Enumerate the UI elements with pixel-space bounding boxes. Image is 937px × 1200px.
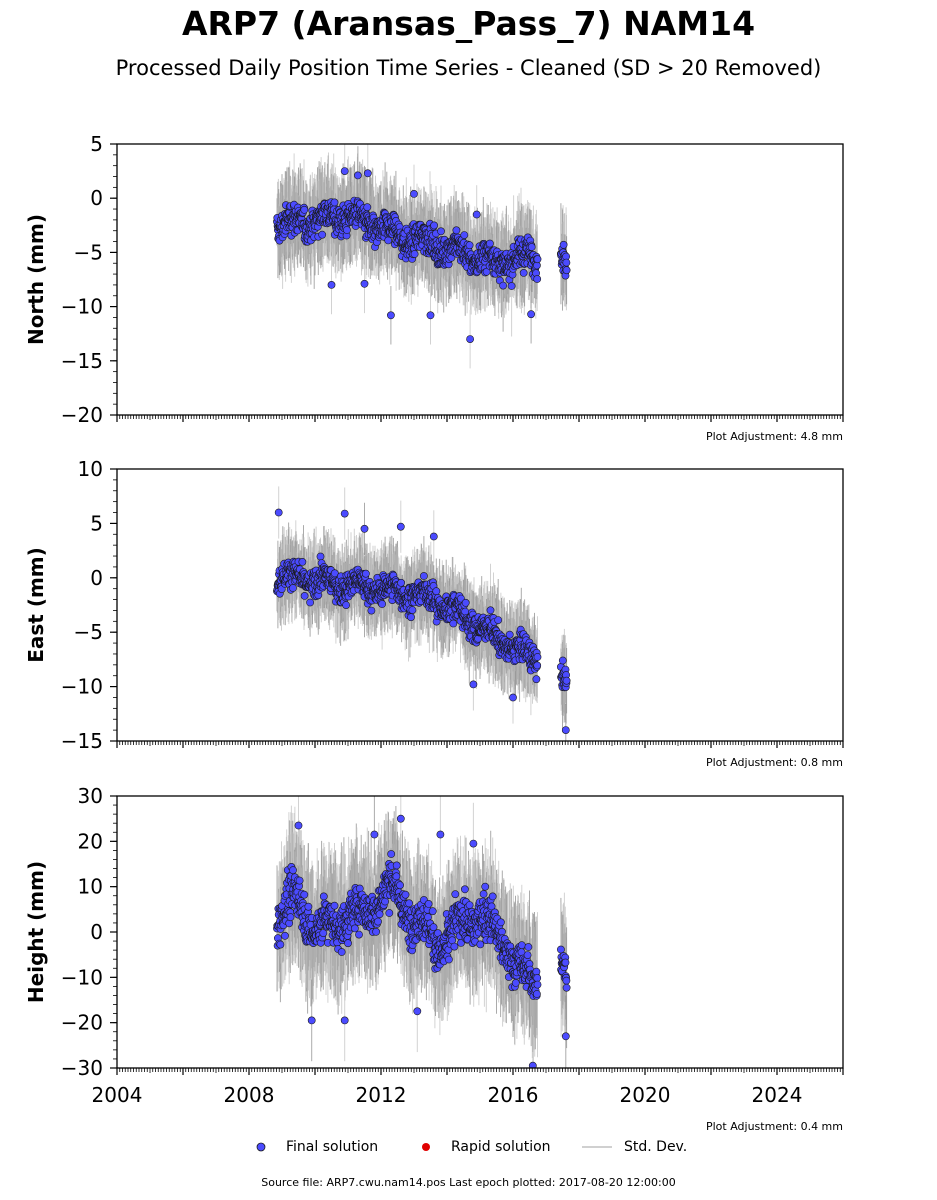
data-point (363, 203, 372, 212)
data-point (318, 230, 327, 239)
y-tick-label: 5 (90, 511, 103, 535)
data-point (378, 600, 386, 608)
data-point (559, 240, 568, 249)
y-tick-label: 10 (78, 457, 103, 481)
data-point (509, 693, 517, 702)
data-point (407, 613, 415, 622)
plot-area-height (273, 796, 571, 1068)
y-tick-label: 5 (90, 132, 103, 156)
y-tick-label: 0 (90, 566, 103, 590)
data-point (384, 236, 393, 245)
data-point (429, 532, 438, 541)
final-solution-points-east (273, 508, 571, 734)
plot-area-north (273, 144, 571, 369)
data-point (300, 205, 309, 214)
data-point (486, 606, 495, 615)
data-point (353, 171, 362, 180)
data-point (360, 279, 369, 288)
plot-adjustment-label: Plot Adjustment: 4.8 mm (706, 430, 843, 443)
panel-north: −20 −15 −10 −5 0 5 North (mm) Plot Adjustment: … (24, 132, 844, 443)
data-point (519, 268, 528, 277)
data-point (527, 243, 536, 251)
data-point (461, 598, 470, 607)
data-point (330, 198, 339, 207)
data-point (410, 250, 419, 258)
data-point (562, 266, 571, 275)
data-point (289, 584, 297, 592)
y-tick-label: −10 (61, 295, 103, 319)
data-point (361, 569, 370, 578)
data-point (430, 221, 438, 230)
data-point (466, 335, 474, 343)
data-point (527, 310, 535, 319)
data-point (298, 558, 307, 566)
data-point (363, 169, 372, 178)
data-point (367, 606, 376, 615)
data-point (340, 509, 349, 518)
data-point (360, 524, 369, 533)
plot-adjustment-label: Plot Adjustment: 0.8 mm (706, 756, 843, 769)
data-point (533, 661, 542, 670)
data-point (316, 552, 325, 561)
y-axis-label: North (mm) (24, 214, 48, 345)
y-tick-label: −20 (61, 403, 103, 427)
final-solution-points-north (273, 167, 571, 343)
data-point (499, 281, 507, 290)
data-point (452, 226, 461, 235)
data-point (408, 606, 417, 614)
data-point (432, 587, 441, 596)
data-point (460, 231, 469, 239)
data-point (340, 167, 349, 175)
data-point (300, 592, 309, 600)
y-tick-label: −10 (61, 675, 103, 699)
data-point (472, 210, 481, 219)
y-tick-label: −5 (74, 620, 103, 644)
chart-title: ARP7 (Aransas_Pass_7) NAM14 (181, 4, 756, 43)
data-point (533, 275, 542, 283)
chart-subtitle: Processed Daily Position Time Series - C… (115, 56, 822, 80)
data-point (342, 601, 350, 609)
data-point (437, 227, 445, 236)
data-point (342, 226, 351, 234)
data-point (558, 656, 567, 665)
data-point (465, 241, 474, 250)
data-point (562, 676, 571, 685)
std-dev-bars-east (276, 486, 568, 741)
y-tick-label: −15 (61, 729, 103, 753)
data-point (485, 239, 494, 248)
y-tick-label: 0 (90, 186, 103, 210)
data-point (327, 280, 336, 289)
data-point (397, 578, 405, 587)
data-point (494, 616, 503, 624)
data-point (419, 572, 428, 580)
data-point (533, 653, 542, 661)
data-point (386, 311, 395, 320)
data-point (532, 675, 541, 684)
data-point (274, 508, 283, 517)
data-point (505, 630, 514, 639)
data-point (426, 311, 435, 320)
y-axis-label: East (mm) (24, 547, 48, 663)
y-tick-label: −15 (61, 349, 103, 373)
data-point (469, 680, 478, 689)
data-point (507, 282, 516, 290)
plot-area-east (273, 486, 571, 741)
data-point (330, 569, 339, 578)
data-point (533, 255, 542, 264)
data-point (562, 258, 571, 267)
data-point (561, 726, 570, 734)
panel-east: −15 −10 −5 0 5 10 East (mm) Plot Adjustment: 0.… (24, 457, 844, 769)
data-point (306, 598, 314, 607)
y-tick-label: −5 (74, 240, 103, 264)
data-point (396, 522, 405, 531)
data-point (410, 189, 418, 198)
data-point (449, 619, 458, 628)
